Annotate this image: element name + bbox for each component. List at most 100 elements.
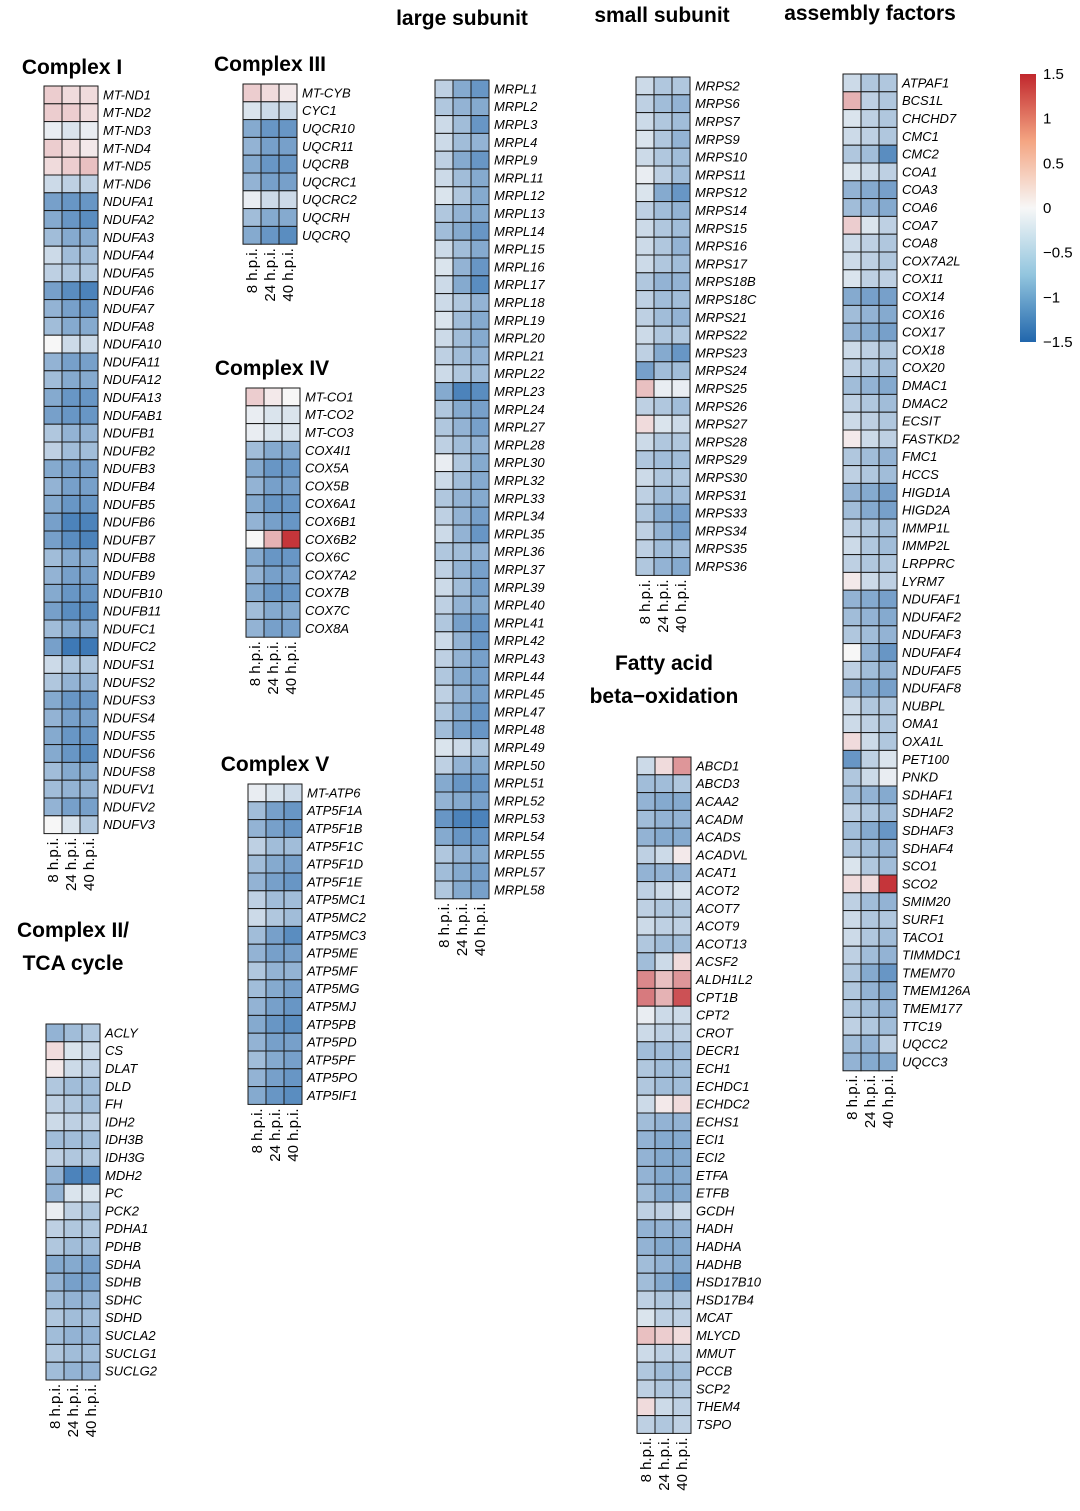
heatmap-cell: [247, 908, 267, 927]
heatmap-cell: [452, 488, 472, 508]
gene-label: MRPS11: [695, 167, 746, 182]
heatmap-cell: [470, 595, 490, 615]
heatmap-cell: [842, 340, 862, 360]
color-scale-tick: 1.5: [1043, 66, 1064, 83]
gene-label: CPT2: [696, 1008, 730, 1023]
heatmap-cell: [245, 512, 265, 531]
gene-label: MMUT: [696, 1346, 736, 1361]
gene-label: MRPL51: [494, 776, 545, 791]
heatmap-cell: [63, 1165, 83, 1185]
heatmap-cell: [671, 201, 691, 220]
heatmap-cell: [671, 468, 691, 487]
gene-label: NDUFA5: [103, 265, 155, 280]
heatmap-cell: [61, 121, 81, 140]
heatmap-cell: [61, 441, 81, 461]
heatmap-cell: [43, 334, 63, 354]
gene-label: MRPS30: [695, 470, 748, 485]
heatmap-cell: [61, 245, 81, 265]
heatmap-cell: [842, 376, 862, 395]
gene-label: COA8: [902, 236, 938, 251]
heatmap-cell: [860, 892, 880, 912]
heatmap-cell: [434, 364, 454, 384]
heatmap-cell: [636, 1094, 656, 1114]
heatmap-cell: [671, 236, 691, 256]
heatmap-cell: [434, 738, 454, 757]
heatmap-cell: [45, 1343, 65, 1363]
heatmap-cell: [842, 500, 862, 520]
heatmap-cell: [43, 281, 63, 301]
heatmap-cell: [263, 440, 283, 460]
heatmap-cell: [878, 874, 898, 894]
gene-label: SMIM20: [902, 894, 951, 909]
heatmap-cell: [860, 198, 880, 217]
gene-label: ATP5PO: [306, 1070, 357, 1085]
column-label: 40 h.p.i.: [674, 1437, 691, 1490]
gene-label: NDUFA6: [103, 283, 155, 298]
column-label: 40 h.p.i.: [280, 248, 297, 301]
heatmap-cell: [61, 637, 81, 657]
heatmap-cell: [263, 583, 283, 603]
heatmap-cell: [265, 1086, 285, 1105]
heatmap-cell: [283, 854, 303, 874]
heatmap-cell: [61, 370, 81, 390]
gene-label: COX17: [902, 325, 945, 340]
heatmap-cell: [283, 836, 303, 856]
gene-label: COX14: [902, 289, 945, 304]
heatmap-cell: [434, 399, 454, 419]
heatmap-cell: [671, 272, 691, 292]
gene-label: ATP5F1C: [306, 839, 364, 854]
heatmap-cell: [61, 779, 81, 799]
heatmap-cell: [860, 465, 880, 484]
heatmap-cell: [671, 183, 691, 203]
heatmap-cell: [260, 154, 280, 174]
heatmap-cell: [636, 1059, 656, 1078]
panel-complex-iii: Complex III MT-CYB CYC1 UQCR10 UQCR11 UQCRB UQ…: [214, 53, 358, 302]
heatmap-cell: [470, 542, 490, 562]
heatmap-cell: [452, 399, 472, 419]
heatmap-cell: [653, 183, 673, 203]
heatmap-cell: [842, 215, 862, 235]
heatmap-cell: [81, 1237, 101, 1256]
heatmap-cell: [842, 910, 862, 929]
gene-label: MRPL1: [494, 81, 537, 96]
heatmap-cell: [842, 269, 862, 289]
heatmap-cell: [281, 583, 301, 603]
heatmap-cell: [61, 85, 81, 105]
heatmap-cell: [470, 827, 490, 846]
gene-label: MRPL32: [494, 473, 545, 488]
heatmap-cell: [61, 459, 81, 479]
heatmap-cell: [654, 1023, 674, 1043]
gene-label: MRPL20: [494, 331, 545, 346]
gene-label: MRPS7: [695, 114, 741, 129]
heatmap-cell: [842, 465, 862, 484]
heatmap-cell: [470, 524, 490, 544]
heatmap-cell: [263, 618, 283, 638]
heatmap-cell: [671, 290, 691, 309]
heatmap-cell: [81, 1076, 101, 1096]
heatmap-cell: [283, 1050, 303, 1070]
heatmap-cell: [671, 485, 691, 505]
heatmap-cell: [654, 774, 674, 794]
heatmap-cell: [654, 1308, 674, 1328]
heatmap-cell: [842, 749, 862, 769]
gene-label: MRPL50: [494, 758, 545, 773]
heatmap-cell: [635, 414, 655, 434]
heatmap-cell: [878, 749, 898, 769]
heatmap-cell: [263, 565, 283, 585]
gene-label: MRPS29: [695, 452, 747, 467]
heatmap-cell: [265, 997, 285, 1016]
heatmap-cell: [452, 115, 472, 134]
heatmap-cell: [79, 815, 99, 835]
gene-label: LRPPRC: [902, 556, 955, 571]
heatmap-cell: [79, 85, 99, 105]
heatmap-cell: [470, 257, 490, 277]
heatmap-cell: [452, 880, 472, 900]
gene-label: ETFB: [696, 1186, 730, 1201]
heatmap-cell: [860, 660, 880, 680]
gene-label: MRPL49: [494, 740, 545, 755]
heatmap-cell: [263, 601, 283, 620]
heatmap-cell: [283, 783, 303, 803]
heatmap-cell: [653, 450, 673, 470]
heatmap-cell: [452, 506, 472, 526]
